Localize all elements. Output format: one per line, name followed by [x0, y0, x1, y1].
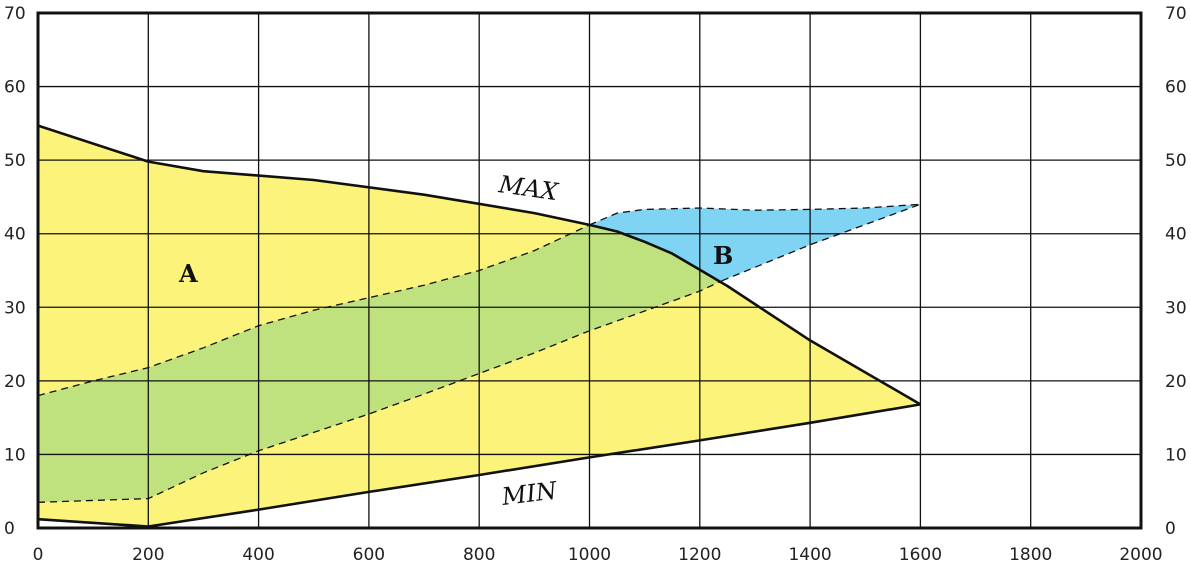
y-tick-label-right: 60: [1165, 78, 1187, 98]
plot-frame: [36, 11, 1143, 530]
x-tick-label: 2000: [1119, 545, 1162, 565]
region-b-upper-dashed: [589, 203, 921, 226]
region-b-lower-dashed: [721, 203, 921, 282]
y-tick-label-left: 30: [4, 298, 26, 318]
y-tick-label-left: 0: [4, 519, 15, 539]
grid: [36, 11, 1143, 530]
x-tick-label: 1000: [568, 545, 611, 565]
ticks: 0 200 400 600 800 1000 1200 1400 1600 1800 2000010…: [4, 4, 1187, 565]
y-tick-label-right: 50: [1165, 151, 1187, 171]
y-tick-label-right: 20: [1165, 372, 1187, 392]
y-tick-label-right: 10: [1165, 445, 1187, 465]
y-tick-label-right: 0: [1165, 519, 1176, 539]
y-tick-label-left: 70: [4, 4, 26, 24]
y-tick-label-left: 60: [4, 78, 26, 98]
region-b: [589, 204, 921, 281]
x-tick-label: 800: [463, 545, 495, 565]
region-b-label: B: [713, 241, 733, 270]
x-tick-label: 0: [33, 545, 44, 565]
x-tick-label: 1800: [1009, 545, 1052, 565]
curves: [37, 124, 922, 528]
y-tick-label-left: 50: [4, 151, 26, 171]
x-tick-label: 200: [132, 545, 164, 565]
y-tick-label-right: 70: [1165, 4, 1187, 24]
x-tick-label: 400: [242, 545, 274, 565]
band-lower-dashed: [37, 280, 723, 503]
x-tick-label: 1400: [788, 545, 831, 565]
x-tick-label: 1600: [899, 545, 942, 565]
y-tick-label-right: 40: [1165, 225, 1187, 245]
min-curve-label: MIN: [499, 476, 559, 511]
x-tick-label: 600: [353, 545, 385, 565]
y-tick-label-left: 40: [4, 225, 26, 245]
y-tick-label-right: 30: [1165, 298, 1187, 318]
y-tick-label-left: 10: [4, 445, 26, 465]
overlap-band: [38, 224, 722, 503]
region-a-label: A: [178, 259, 198, 288]
max-curve: [37, 124, 922, 406]
y-tick-label-left: 20: [4, 372, 26, 392]
min-curve: [37, 403, 921, 528]
x-tick-label: 1200: [678, 545, 721, 565]
band-upper-dashed: [37, 224, 590, 397]
max-curve-label: MAX: [496, 170, 560, 206]
